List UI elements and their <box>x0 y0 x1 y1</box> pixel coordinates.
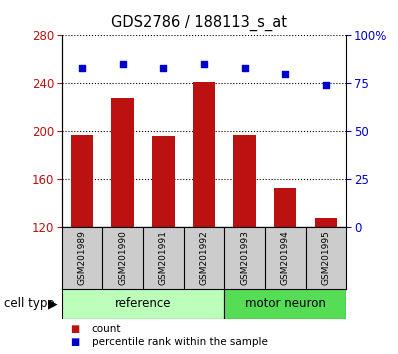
Bar <box>71 135 93 227</box>
Point <box>79 65 85 71</box>
Bar <box>274 188 297 227</box>
Bar <box>152 136 174 227</box>
Text: GDS2786 / 188113_s_at: GDS2786 / 188113_s_at <box>111 15 287 31</box>
Point <box>119 61 126 67</box>
Point <box>242 65 248 71</box>
Bar <box>224 289 346 319</box>
Text: GSM201995: GSM201995 <box>322 230 330 285</box>
Bar <box>62 289 224 319</box>
Point <box>201 61 207 67</box>
Text: GSM201991: GSM201991 <box>159 230 168 285</box>
Text: ■: ■ <box>70 337 79 347</box>
Point <box>323 82 329 88</box>
Text: percentile rank within the sample: percentile rank within the sample <box>92 337 267 347</box>
Text: GSM201990: GSM201990 <box>118 230 127 285</box>
Bar <box>315 218 337 227</box>
Text: ■: ■ <box>70 324 79 334</box>
Text: GSM201993: GSM201993 <box>240 230 249 285</box>
Text: GSM201989: GSM201989 <box>78 230 86 285</box>
Bar <box>234 135 256 227</box>
Bar <box>193 82 215 227</box>
Text: motor neuron: motor neuron <box>245 297 326 310</box>
Text: GSM201994: GSM201994 <box>281 230 290 285</box>
Point <box>160 65 166 71</box>
Text: count: count <box>92 324 121 334</box>
Text: ▶: ▶ <box>48 297 58 310</box>
Text: cell type: cell type <box>4 297 55 310</box>
Text: reference: reference <box>115 297 171 310</box>
Bar <box>111 97 134 227</box>
Point <box>282 71 289 76</box>
Text: GSM201992: GSM201992 <box>199 230 209 285</box>
